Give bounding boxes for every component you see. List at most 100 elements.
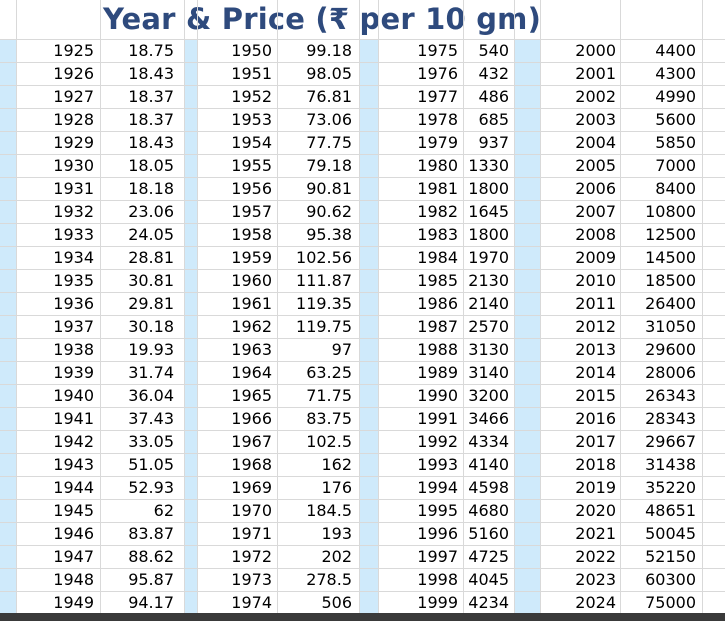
- year-cell[interactable]: 1973: [231, 570, 272, 589]
- price-cell[interactable]: 3130: [468, 340, 509, 359]
- year-cell[interactable]: 1941: [53, 409, 94, 428]
- year-cell[interactable]: 1994: [417, 478, 458, 497]
- price-cell[interactable]: 18500: [645, 271, 696, 290]
- price-cell[interactable]: 26343: [645, 386, 696, 405]
- year-cell[interactable]: 2007: [575, 202, 616, 221]
- price-cell[interactable]: 73.06: [306, 110, 352, 129]
- year-cell[interactable]: 2012: [575, 317, 616, 336]
- price-cell[interactable]: 71.75: [306, 386, 352, 405]
- year-cell[interactable]: 1958: [231, 225, 272, 244]
- price-cell[interactable]: 4725: [468, 547, 509, 566]
- price-cell[interactable]: 52.93: [128, 478, 174, 497]
- year-cell[interactable]: 1992: [417, 432, 458, 451]
- year-cell[interactable]: 1979: [417, 133, 458, 152]
- price-cell[interactable]: 31438: [645, 455, 696, 474]
- price-cell[interactable]: 99.18: [306, 41, 352, 60]
- year-cell[interactable]: 1934: [53, 248, 94, 267]
- year-cell[interactable]: 2021: [575, 524, 616, 543]
- price-cell[interactable]: 1800: [468, 179, 509, 198]
- year-cell[interactable]: 1950: [231, 41, 272, 60]
- year-cell[interactable]: 1962: [231, 317, 272, 336]
- year-cell[interactable]: 1938: [53, 340, 94, 359]
- year-cell[interactable]: 1990: [417, 386, 458, 405]
- year-cell[interactable]: 1964: [231, 363, 272, 382]
- year-cell[interactable]: 2019: [575, 478, 616, 497]
- year-cell[interactable]: 1951: [231, 64, 272, 83]
- year-cell[interactable]: 1960: [231, 271, 272, 290]
- year-cell[interactable]: 1974: [231, 593, 272, 612]
- year-cell[interactable]: 1925: [53, 41, 94, 60]
- price-cell[interactable]: 3140: [468, 363, 509, 382]
- price-cell[interactable]: 76.81: [306, 87, 352, 106]
- price-cell[interactable]: 432: [478, 64, 509, 83]
- price-cell[interactable]: 29600: [645, 340, 696, 359]
- year-cell[interactable]: 1995: [417, 501, 458, 520]
- year-cell[interactable]: 2017: [575, 432, 616, 451]
- price-cell[interactable]: 18.43: [128, 133, 174, 152]
- price-cell[interactable]: 5600: [655, 110, 696, 129]
- price-cell[interactable]: 8400: [655, 179, 696, 198]
- bottom-scrollbar[interactable]: [0, 613, 725, 621]
- year-cell[interactable]: 2011: [575, 294, 616, 313]
- price-cell[interactable]: 36.04: [128, 386, 174, 405]
- year-cell[interactable]: 1927: [53, 87, 94, 106]
- year-cell[interactable]: 2020: [575, 501, 616, 520]
- price-cell[interactable]: 26400: [645, 294, 696, 313]
- year-cell[interactable]: 1957: [231, 202, 272, 221]
- year-cell[interactable]: 1942: [53, 432, 94, 451]
- year-cell[interactable]: 1972: [231, 547, 272, 566]
- price-cell[interactable]: 50045: [645, 524, 696, 543]
- price-cell[interactable]: 162: [321, 455, 352, 474]
- year-cell[interactable]: 2015: [575, 386, 616, 405]
- year-cell[interactable]: 1968: [231, 455, 272, 474]
- price-cell[interactable]: 18.43: [128, 64, 174, 83]
- price-cell[interactable]: 184.5: [306, 501, 352, 520]
- year-cell[interactable]: 1955: [231, 156, 272, 175]
- price-cell[interactable]: 176: [321, 478, 352, 497]
- year-cell[interactable]: 1967: [231, 432, 272, 451]
- price-cell[interactable]: 88.62: [128, 547, 174, 566]
- price-cell[interactable]: 119.35: [296, 294, 352, 313]
- price-cell[interactable]: 18.37: [128, 110, 174, 129]
- year-cell[interactable]: 1937: [53, 317, 94, 336]
- year-cell[interactable]: 2000: [575, 41, 616, 60]
- year-cell[interactable]: 1935: [53, 271, 94, 290]
- price-cell[interactable]: 111.87: [296, 271, 352, 290]
- year-cell[interactable]: 1982: [417, 202, 458, 221]
- year-cell[interactable]: 1939: [53, 363, 94, 382]
- price-cell[interactable]: 4140: [468, 455, 509, 474]
- year-cell[interactable]: 1948: [53, 570, 94, 589]
- price-cell[interactable]: 4598: [468, 478, 509, 497]
- price-cell[interactable]: 90.81: [306, 179, 352, 198]
- year-cell[interactable]: 2016: [575, 409, 616, 428]
- price-cell[interactable]: 95.87: [128, 570, 174, 589]
- price-cell[interactable]: 24.05: [128, 225, 174, 244]
- price-cell[interactable]: 4045: [468, 570, 509, 589]
- year-cell[interactable]: 1963: [231, 340, 272, 359]
- price-cell[interactable]: 62: [153, 501, 174, 520]
- price-cell[interactable]: 94.17: [128, 593, 174, 612]
- price-cell[interactable]: 119.75: [296, 317, 352, 336]
- year-cell[interactable]: 2002: [575, 87, 616, 106]
- price-cell[interactable]: 1645: [468, 202, 509, 221]
- price-cell[interactable]: 98.05: [306, 64, 352, 83]
- price-cell[interactable]: 685: [478, 110, 509, 129]
- year-cell[interactable]: 2009: [575, 248, 616, 267]
- price-cell[interactable]: 1330: [468, 156, 509, 175]
- year-cell[interactable]: 1989: [417, 363, 458, 382]
- price-cell[interactable]: 83.87: [128, 524, 174, 543]
- price-cell[interactable]: 31050: [645, 317, 696, 336]
- price-cell[interactable]: 97: [331, 340, 352, 359]
- price-cell[interactable]: 79.18: [306, 156, 352, 175]
- price-cell[interactable]: 31.74: [128, 363, 174, 382]
- year-cell[interactable]: 1930: [53, 156, 94, 175]
- price-cell[interactable]: 18.75: [128, 41, 174, 60]
- price-cell[interactable]: 486: [478, 87, 509, 106]
- price-cell[interactable]: 63.25: [306, 363, 352, 382]
- year-cell[interactable]: 1971: [231, 524, 272, 543]
- price-cell[interactable]: 95.38: [306, 225, 352, 244]
- price-cell[interactable]: 2570: [468, 317, 509, 336]
- price-cell[interactable]: 12500: [645, 225, 696, 244]
- year-cell[interactable]: 1949: [53, 593, 94, 612]
- year-cell[interactable]: 2003: [575, 110, 616, 129]
